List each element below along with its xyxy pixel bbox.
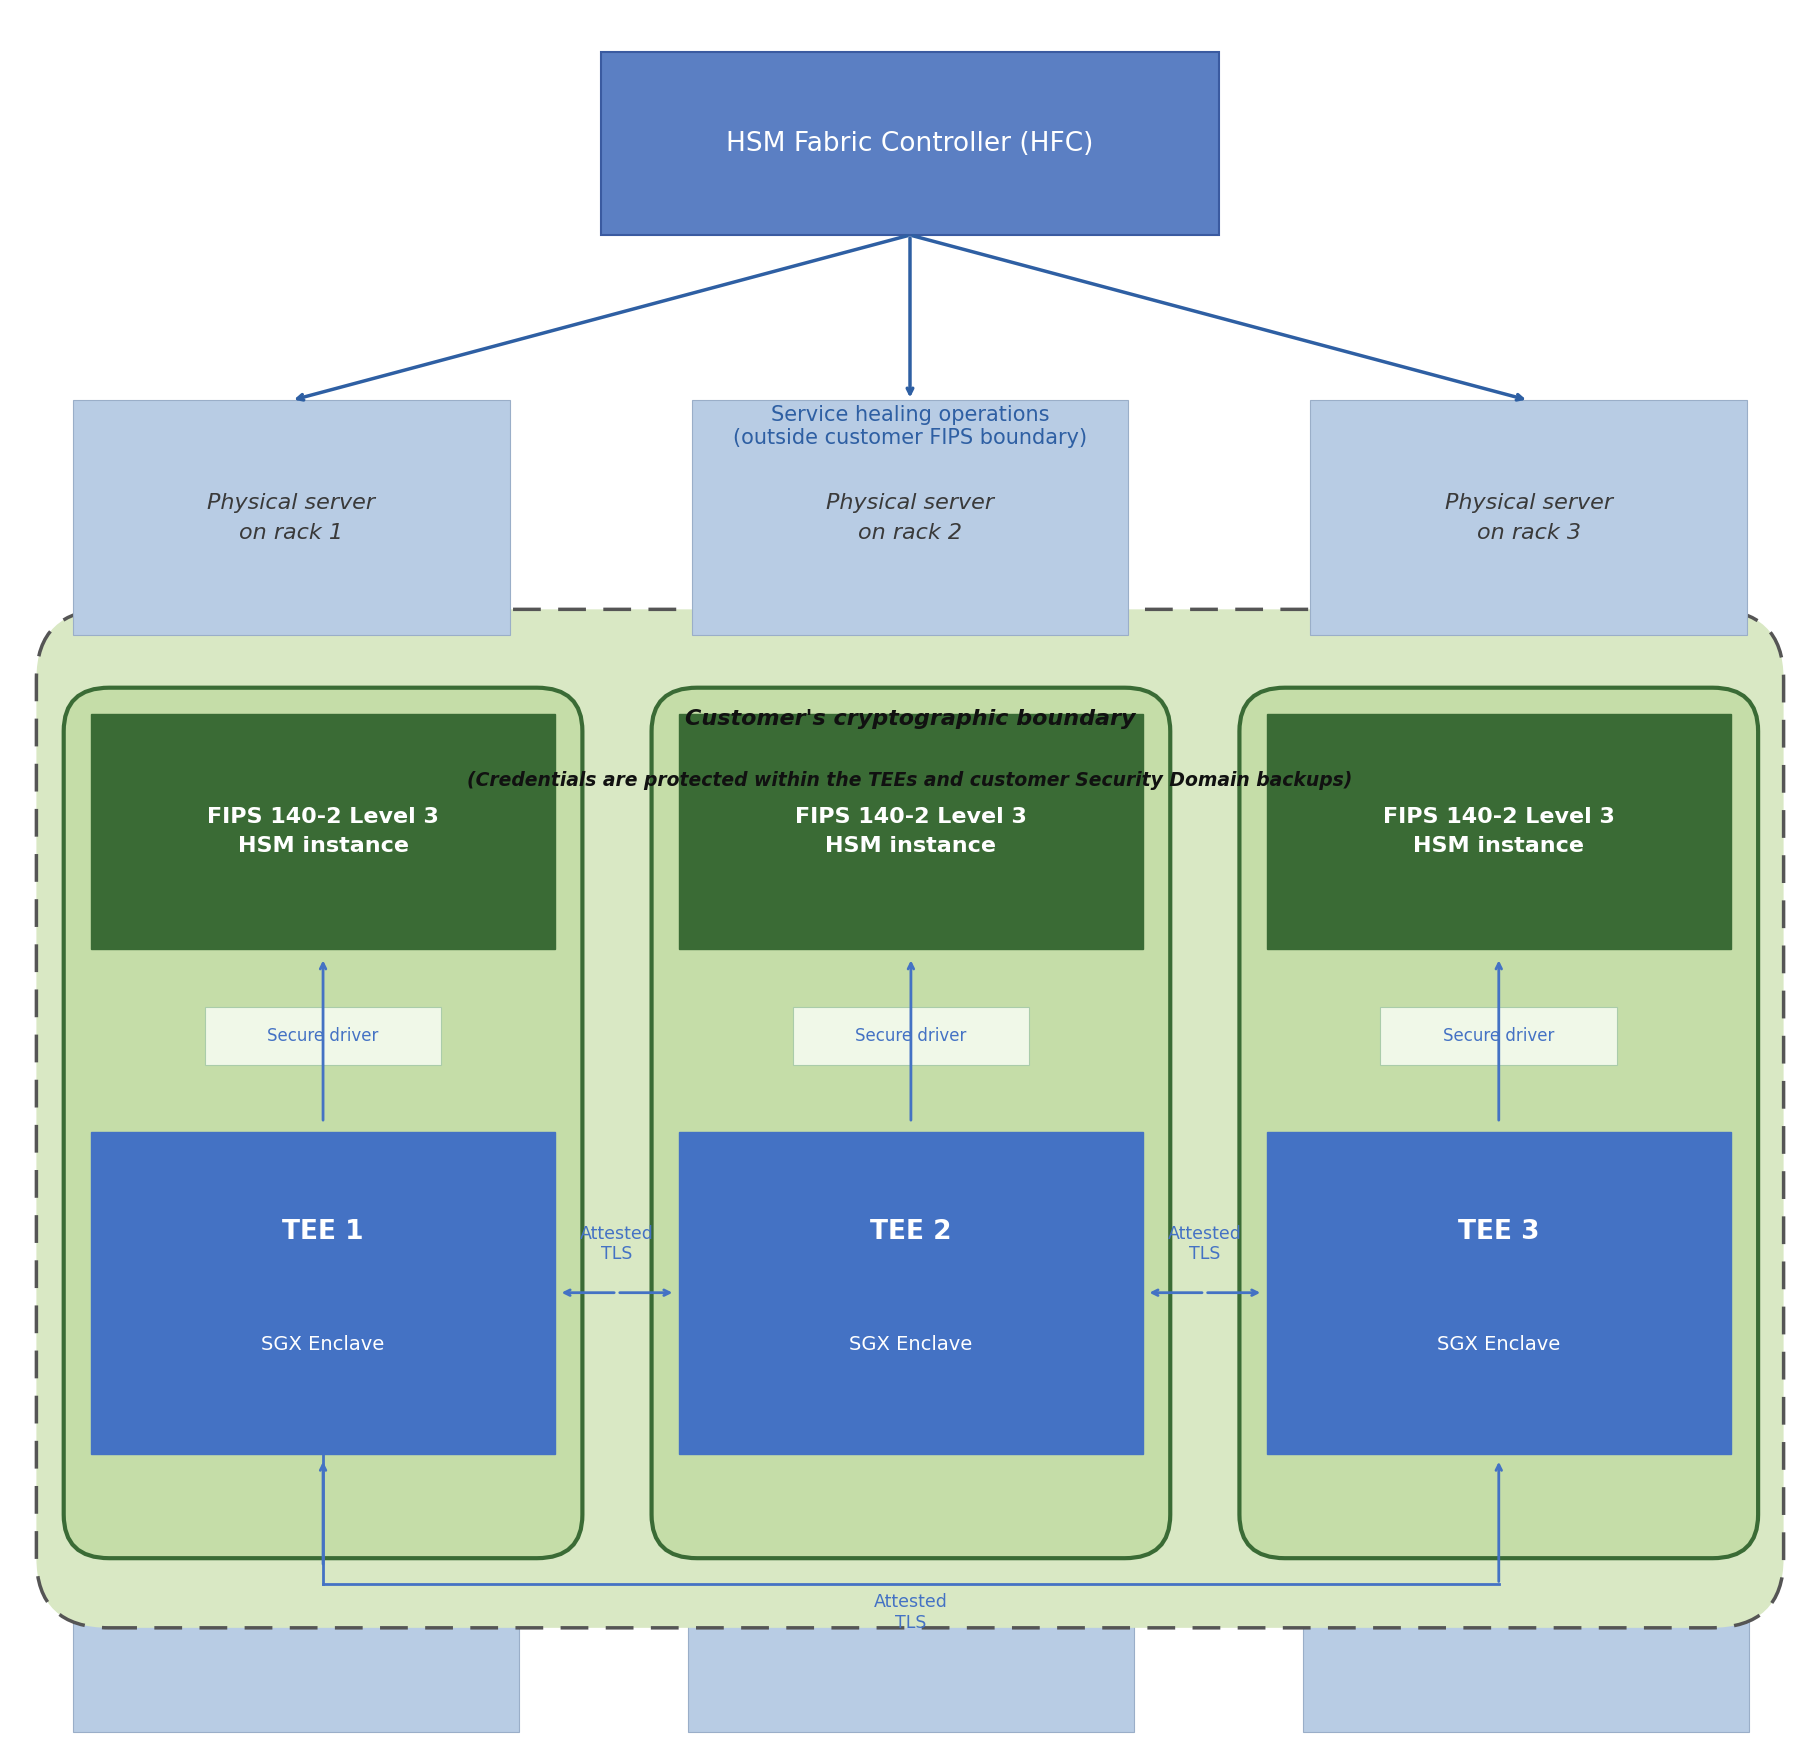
Text: Secure driver: Secure driver bbox=[855, 1027, 966, 1045]
Text: Physical server
on rack 2: Physical server on rack 2 bbox=[826, 493, 994, 543]
Text: (Credentials are protected within the TEEs and customer Security Domain backups): (Credentials are protected within the TE… bbox=[468, 771, 1352, 790]
Bar bbox=[792, 1006, 1028, 1064]
Text: SGX Enclave: SGX Enclave bbox=[262, 1335, 384, 1354]
Text: HSM Fabric Controller (HFC): HSM Fabric Controller (HFC) bbox=[726, 131, 1094, 157]
Bar bbox=[688, 1619, 1134, 1732]
Bar bbox=[73, 400, 510, 635]
Bar bbox=[204, 1006, 440, 1064]
Text: TEE 1: TEE 1 bbox=[282, 1219, 364, 1245]
Bar bbox=[692, 400, 1128, 635]
Bar bbox=[601, 52, 1219, 235]
Bar bbox=[679, 714, 1143, 949]
Bar bbox=[73, 1619, 519, 1732]
Text: Attested
TLS: Attested TLS bbox=[581, 1224, 653, 1264]
FancyBboxPatch shape bbox=[1239, 688, 1758, 1558]
Bar bbox=[679, 1132, 1143, 1454]
Bar bbox=[1310, 400, 1747, 635]
Text: SGX Enclave: SGX Enclave bbox=[1438, 1335, 1560, 1354]
Text: Secure driver: Secure driver bbox=[268, 1027, 379, 1045]
Text: Customer's cryptographic boundary: Customer's cryptographic boundary bbox=[684, 709, 1136, 728]
Text: TEE 3: TEE 3 bbox=[1458, 1219, 1540, 1245]
FancyBboxPatch shape bbox=[36, 609, 1784, 1628]
Text: FIPS 140-2 Level 3
HSM instance: FIPS 140-2 Level 3 HSM instance bbox=[207, 806, 439, 857]
Text: Physical server
on rack 3: Physical server on rack 3 bbox=[1445, 493, 1613, 543]
Text: TEE 2: TEE 2 bbox=[870, 1219, 952, 1245]
Bar bbox=[1267, 1132, 1731, 1454]
Text: Attested
TLS: Attested TLS bbox=[874, 1593, 948, 1631]
Text: FIPS 140-2 Level 3
HSM instance: FIPS 140-2 Level 3 HSM instance bbox=[795, 806, 1026, 857]
FancyBboxPatch shape bbox=[64, 688, 582, 1558]
FancyBboxPatch shape bbox=[652, 688, 1170, 1558]
Text: Physical server
on rack 1: Physical server on rack 1 bbox=[207, 493, 375, 543]
Bar bbox=[1380, 1006, 1616, 1064]
Text: Attested
TLS: Attested TLS bbox=[1168, 1224, 1241, 1264]
Text: Secure driver: Secure driver bbox=[1443, 1027, 1554, 1045]
Bar bbox=[1303, 1619, 1749, 1732]
Text: SGX Enclave: SGX Enclave bbox=[850, 1335, 972, 1354]
Bar bbox=[91, 1132, 555, 1454]
Bar bbox=[91, 714, 555, 949]
Bar bbox=[1267, 714, 1731, 949]
Text: FIPS 140-2 Level 3
HSM instance: FIPS 140-2 Level 3 HSM instance bbox=[1383, 806, 1614, 857]
Text: Service healing operations
(outside customer FIPS boundary): Service healing operations (outside cust… bbox=[733, 406, 1087, 447]
